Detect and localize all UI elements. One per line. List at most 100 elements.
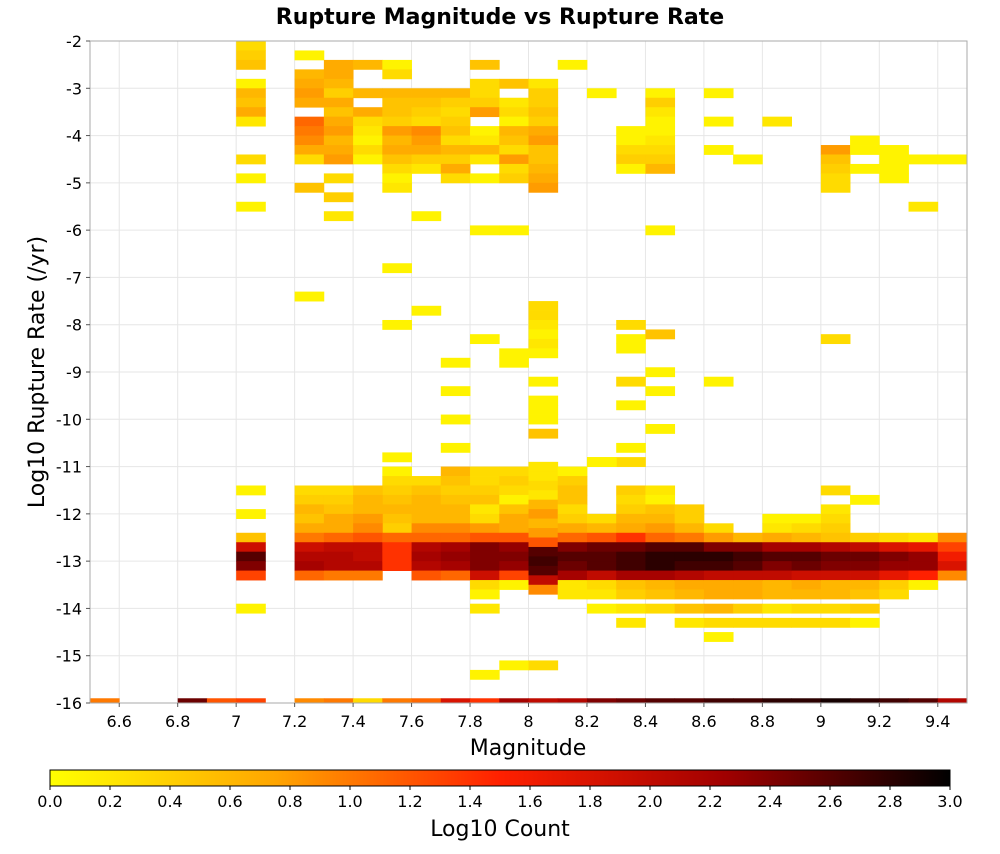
heatmap-cell [528, 88, 559, 99]
heatmap-cell [236, 154, 266, 165]
heatmap-cell [703, 580, 734, 590]
heatmap-cell [733, 532, 763, 543]
heatmap-cell [382, 145, 412, 155]
heatmap-cell [236, 59, 266, 70]
heatmap-cell [440, 494, 471, 505]
heatmap-cell [353, 523, 383, 534]
heatmap-cell [820, 617, 851, 628]
heatmap-cell [236, 561, 266, 571]
heatmap-cell [294, 135, 325, 146]
heatmap-cell [645, 542, 676, 553]
heatmap-cell [703, 617, 734, 628]
heatmap-cell [645, 145, 676, 155]
heatmap-cell [528, 173, 559, 184]
heatmap-cell [850, 603, 880, 614]
heatmap-cell [294, 116, 325, 127]
heatmap-cell [470, 669, 500, 680]
heatmap-cell [353, 154, 383, 165]
heatmap-cell [937, 698, 968, 704]
heatmap-cell [470, 513, 500, 524]
heatmap-cell [733, 154, 763, 165]
heatmap-cell [382, 182, 412, 193]
chart-title: Rupture Magnitude vs Rupture Rate [276, 5, 724, 30]
heatmap-cell [411, 698, 442, 704]
heatmap-cell [820, 154, 851, 165]
heatmap-cell [879, 173, 909, 184]
x-tick-label: 8.6 [691, 712, 716, 731]
colorbar-tick-label: 1.8 [577, 792, 602, 811]
heatmap-cell [236, 78, 266, 89]
heatmap-cell [440, 107, 471, 118]
heatmap-cell [499, 154, 529, 165]
heatmap-cell [645, 225, 676, 236]
heatmap-cell [323, 561, 354, 571]
heatmap-cell [820, 580, 851, 590]
heatmap-cell [294, 88, 325, 99]
x-tick-label: 6.8 [165, 712, 190, 731]
heatmap-cell [382, 154, 412, 165]
heatmap-cell [528, 107, 559, 118]
y-tick-label: -16 [56, 694, 82, 713]
heatmap-cell [674, 532, 705, 543]
heatmap-cell [353, 145, 383, 155]
heatmap-cell [616, 163, 646, 174]
heatmap-cell [411, 126, 442, 136]
heatmap-cell [703, 523, 734, 534]
heatmap-cell [616, 400, 646, 411]
heatmap-cell [791, 532, 822, 543]
heatmap-cell [616, 154, 646, 165]
heatmap-cell [645, 97, 676, 108]
heatmap-cell [733, 551, 763, 562]
heatmap-cell [645, 107, 676, 118]
heatmap-cell [850, 145, 880, 155]
heatmap-cell [353, 485, 383, 496]
heatmap-cell [586, 570, 617, 581]
heatmap-cell [557, 589, 588, 600]
heatmap-cell [323, 78, 354, 89]
heatmap-cell [586, 513, 617, 524]
heatmap-cell [499, 494, 529, 505]
heatmap-cell [411, 116, 442, 127]
heatmap-cell [470, 88, 500, 99]
heatmap-cell [645, 116, 676, 127]
y-tick-label: -13 [56, 552, 82, 571]
heatmap-cell [440, 570, 471, 581]
heatmap-cell [499, 348, 529, 359]
heatmap-cell [528, 428, 559, 439]
heatmap-cell [820, 145, 851, 155]
heatmap-cell [557, 466, 588, 477]
heatmap-cell [703, 589, 734, 600]
heatmap-cell [323, 532, 354, 543]
heatmap-cell [616, 504, 646, 515]
heatmap-cell [499, 561, 529, 571]
heatmap-cell [440, 386, 471, 397]
colorbar-tick-label: 0.8 [277, 792, 302, 811]
y-tick-label: -6 [66, 221, 82, 240]
colorbar-tick-label: 3.0 [937, 792, 962, 811]
heatmap-cell [353, 126, 383, 136]
heatmap-cell [850, 617, 880, 628]
heatmap-cell [791, 603, 822, 614]
heatmap-cell [294, 494, 325, 505]
heatmap-cell [528, 154, 559, 165]
heatmap-cell [499, 698, 529, 704]
heatmap-cell [323, 542, 354, 553]
heatmap-cell [440, 126, 471, 136]
heatmap-cell [470, 107, 500, 118]
heatmap-cell [645, 329, 676, 340]
heatmap-cell [382, 126, 412, 136]
heatmap-cell [586, 603, 617, 614]
heatmap-cell [528, 414, 559, 425]
heatmap-cell [440, 135, 471, 146]
heatmap-cell [323, 513, 354, 524]
heatmap-cell [850, 580, 880, 590]
heatmap-cell [382, 319, 412, 330]
heatmap-cell [645, 126, 676, 136]
x-tick-label: 9.2 [867, 712, 892, 731]
heatmap-cell [791, 513, 822, 524]
heatmap-cell [820, 173, 851, 184]
heatmap-cell [703, 603, 734, 614]
heatmap-cell [557, 570, 588, 581]
heatmap-cell [323, 211, 354, 222]
heatmap-cell [645, 424, 676, 434]
